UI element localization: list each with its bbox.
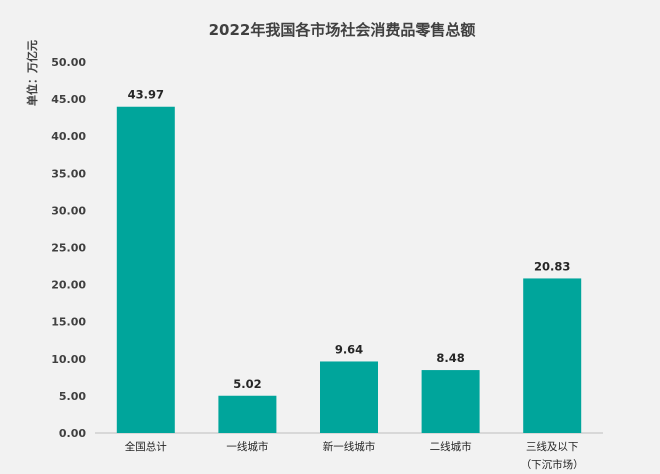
y-tick-label: 25.00 <box>51 242 86 255</box>
bar <box>421 370 480 433</box>
y-tick-label: 0.00 <box>59 427 86 440</box>
bar <box>320 361 378 433</box>
y-tick-label: 45.00 <box>51 93 86 106</box>
bar <box>523 278 582 433</box>
bar <box>116 106 175 433</box>
bar <box>218 395 277 433</box>
data-label: 9.64 <box>335 342 363 356</box>
y-tick-label: 5.00 <box>59 390 86 403</box>
y-tick-label: 40.00 <box>51 130 86 143</box>
bars <box>116 106 582 433</box>
data-labels: 43.97 5.02 9.64 8.48 20.83 <box>128 88 571 391</box>
y-axis: 0.00 5.00 10.00 15.00 20.00 25.00 30.00 35.00 40… <box>51 56 86 440</box>
category-label: 一线城市 <box>226 440 268 453</box>
y-axis-label: 单位：万亿元 <box>25 40 39 106</box>
y-tick-label: 15.00 <box>51 316 86 329</box>
y-tick-label: 35.00 <box>51 167 86 180</box>
data-label: 8.48 <box>436 351 464 365</box>
data-label: 43.97 <box>128 88 164 102</box>
y-tick-label: 10.00 <box>51 353 86 366</box>
category-label: 全国总计 <box>125 440 167 453</box>
y-tick-label: 30.00 <box>51 204 86 217</box>
x-axis: 全国总计 一线城市 新一线城市 二线城市 三线及以下（下沉市场） <box>125 440 584 471</box>
y-tick-label: 50.00 <box>51 56 86 69</box>
category-label: 三线及以下（下沉市场） <box>521 440 584 471</box>
chart-title: 2022年我国各市场社会消费品零售总额 <box>209 21 476 39</box>
category-label: 新一线城市 <box>323 440 376 453</box>
y-tick-label: 20.00 <box>51 279 86 292</box>
category-label: 二线城市 <box>430 440 472 453</box>
data-label: 5.02 <box>233 377 261 391</box>
data-label: 20.83 <box>534 259 570 273</box>
